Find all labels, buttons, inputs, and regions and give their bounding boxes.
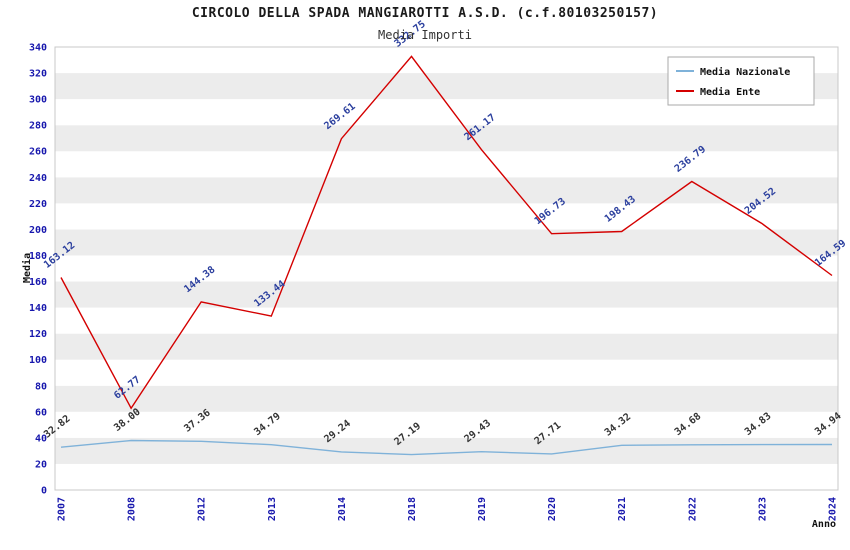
chart-title: CIRCOLO DELLA SPADA MANGIAROTTI A.S.D. (… xyxy=(192,6,658,21)
plot-stripe xyxy=(55,411,838,438)
y-tick-label: 280 xyxy=(29,121,47,132)
x-tick-label: 2008 xyxy=(127,497,138,521)
plot-stripe xyxy=(55,151,838,178)
x-axis-title: Anno xyxy=(812,519,836,530)
x-tick-label: 2013 xyxy=(267,497,278,521)
plot-stripe xyxy=(55,307,838,334)
x-tick-label: 2021 xyxy=(617,497,628,521)
plot-stripe xyxy=(55,203,838,230)
plot-stripe xyxy=(55,255,838,282)
x-tick-label: 2018 xyxy=(407,497,418,521)
y-tick-label: 140 xyxy=(29,303,47,314)
chart-subtitle: Media Importi xyxy=(378,28,472,42)
x-tick-label: 2022 xyxy=(687,497,698,521)
plot-stripe xyxy=(55,385,838,412)
legend-box xyxy=(667,56,815,106)
x-tick-label: 2020 xyxy=(547,497,558,521)
y-tick-label: 260 xyxy=(29,147,47,158)
series-lines xyxy=(60,55,833,456)
y-tick-label: 40 xyxy=(35,433,47,444)
plot-border xyxy=(54,46,839,491)
x-tick-label: 2024 xyxy=(828,497,839,521)
y-tick-label: 20 xyxy=(35,459,47,470)
series-line-0 xyxy=(60,439,833,456)
legend-label-media-nazionale: Media Nazionale xyxy=(700,66,790,78)
legend: Media Nazionale Media Ente xyxy=(667,56,815,106)
y-tick-label: 220 xyxy=(29,199,47,210)
y-tick-label: 320 xyxy=(29,69,47,80)
y-tick-label: 340 xyxy=(29,43,47,54)
x-tick-label: 2014 xyxy=(337,497,348,521)
y-axis-title: Media xyxy=(21,253,33,283)
plot-stripe xyxy=(55,359,838,386)
y-tick-label: 300 xyxy=(29,95,47,106)
x-tick-label: 2012 xyxy=(197,497,208,521)
y-tick-label: 100 xyxy=(29,355,47,366)
series-line-1 xyxy=(60,55,833,410)
x-tick-label: 2007 xyxy=(57,497,68,521)
y-tick-label: 0 xyxy=(41,486,47,497)
y-axis-tick-labels: 0 20 40 60 80 100 120 140 160 180 200 220 240 260 280 3… xyxy=(29,43,47,497)
plot-stripe xyxy=(55,333,838,360)
x-tick-label: 2019 xyxy=(477,497,488,521)
y-tick-label: 120 xyxy=(29,329,47,340)
x-axis-tick-labels: 2007 2008 2012 2013 2014 2018 2019 2020 2021 2022… xyxy=(57,497,839,521)
y-tick-label: 180 xyxy=(29,251,47,262)
y-tick-label: 60 xyxy=(35,407,47,418)
y-tick-label: 80 xyxy=(35,381,47,392)
plot-stripe xyxy=(55,437,838,464)
plot-stripe xyxy=(55,229,838,256)
x-tick-label: 2023 xyxy=(757,497,768,521)
y-tick-label: 200 xyxy=(29,225,47,236)
plot-stripe xyxy=(55,281,838,308)
y-tick-label: 160 xyxy=(29,277,47,288)
plot-area-stripes xyxy=(55,47,838,490)
plot-stripe xyxy=(55,463,838,490)
plot-stripe xyxy=(55,125,838,152)
y-tick-label: 240 xyxy=(29,173,47,184)
legend-label-media-ente: Media Ente xyxy=(700,86,760,98)
